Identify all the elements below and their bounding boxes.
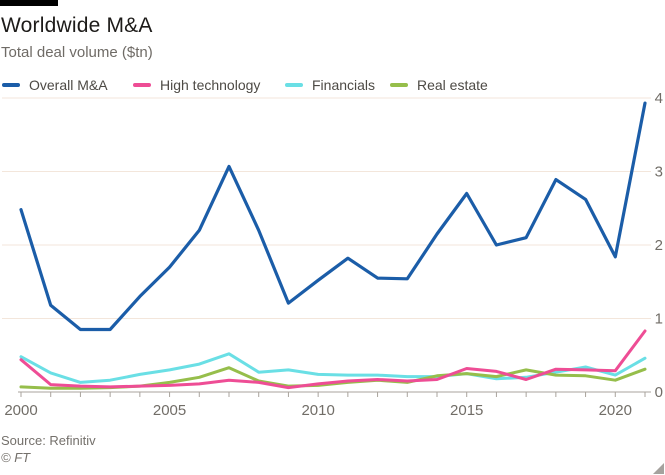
chart-title: Worldwide M&A — [1, 14, 153, 37]
line-chart: 2000 2005 2010 2015 2020 0 1 2 3 4 — [2, 90, 663, 419]
legend: Overall M&A High technology Financials Real… — [0, 76, 665, 94]
legend-item-real-estate[interactable]: Real estate — [390, 76, 488, 94]
series-line-financials — [19, 352, 647, 384]
legend-label: Financials — [312, 77, 376, 93]
y-tick-label-1: 1 — [655, 311, 663, 328]
series-line-overall-m-a — [19, 101, 647, 332]
ft-copyright: © FT — [1, 450, 31, 465]
legend-swatch-financials — [285, 83, 303, 87]
x-tick-label-2010: 2010 — [301, 402, 334, 419]
y-tick-label-4: 4 — [655, 90, 663, 107]
x-tick-label-2020: 2020 — [599, 402, 632, 419]
legend-item-financials[interactable]: Financials — [285, 76, 375, 94]
x-tick-label-2000: 2000 — [4, 402, 37, 419]
source-text: Source: Refinitiv — [1, 433, 96, 448]
chart-subtitle: Total deal volume ($tn) — [1, 44, 153, 61]
accent-bar — [0, 0, 58, 6]
legend-label: Real estate — [417, 77, 488, 93]
resize-handle-icon[interactable] — [653, 463, 664, 474]
legend-swatch-real-estate — [390, 83, 408, 87]
legend-item-overall-m-a[interactable]: Overall M&A — [2, 76, 108, 94]
x-tick-label-2005: 2005 — [153, 402, 186, 419]
y-tick-label-0: 0 — [655, 384, 663, 401]
legend-label: Overall M&A — [29, 77, 108, 93]
series-line-high-technology — [19, 329, 647, 390]
legend-swatch-overall-m-a — [2, 83, 20, 87]
legend-item-high-technology[interactable]: High technology — [133, 76, 260, 94]
legend-label: High technology — [160, 77, 261, 93]
legend-swatch-high-technology — [133, 83, 151, 87]
y-tick-label-3: 3 — [655, 164, 663, 181]
y-tick-label-2: 2 — [655, 237, 663, 254]
x-tick-label-2015: 2015 — [450, 402, 483, 419]
